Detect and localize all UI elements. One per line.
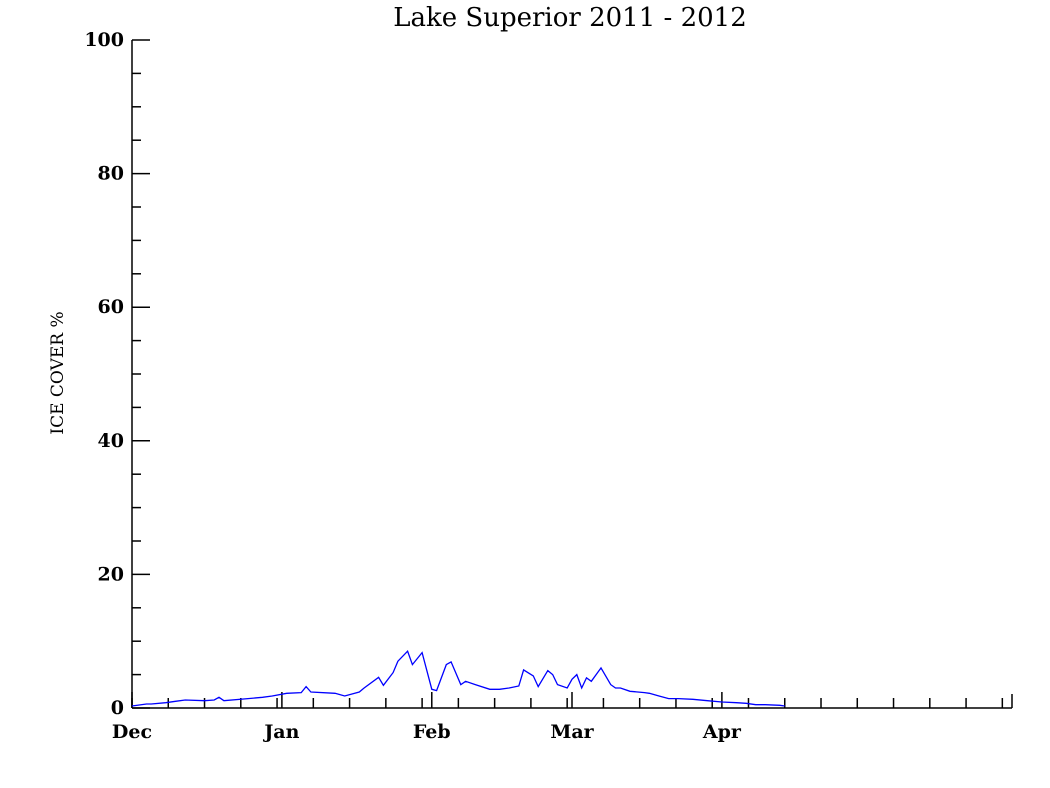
x-tick-label: Dec [112, 721, 152, 743]
y-tick-label: 80 [98, 163, 124, 185]
x-axis-ticks: Dec Jan Feb Mar Apr [112, 692, 1013, 743]
chart-title: Lake Superior 2011 - 2012 [393, 3, 747, 33]
x-tick-label: Apr [702, 721, 742, 743]
y-tick-label: 40 [98, 430, 124, 452]
x-tick-label: Feb [413, 721, 451, 743]
y-axis-ticks: 0 20 40 60 80 100 [84, 29, 150, 719]
x-tick-label: Jan [262, 721, 299, 743]
x-tick-label: Mar [550, 721, 594, 743]
ice-cover-line [131, 649, 785, 707]
y-axis-label: ICE COVER % [48, 311, 68, 434]
y-tick-label: 60 [98, 296, 124, 318]
y-tick-label: 20 [98, 563, 124, 585]
y-tick-label: 0 [111, 697, 124, 719]
y-tick-label: 100 [84, 29, 124, 51]
